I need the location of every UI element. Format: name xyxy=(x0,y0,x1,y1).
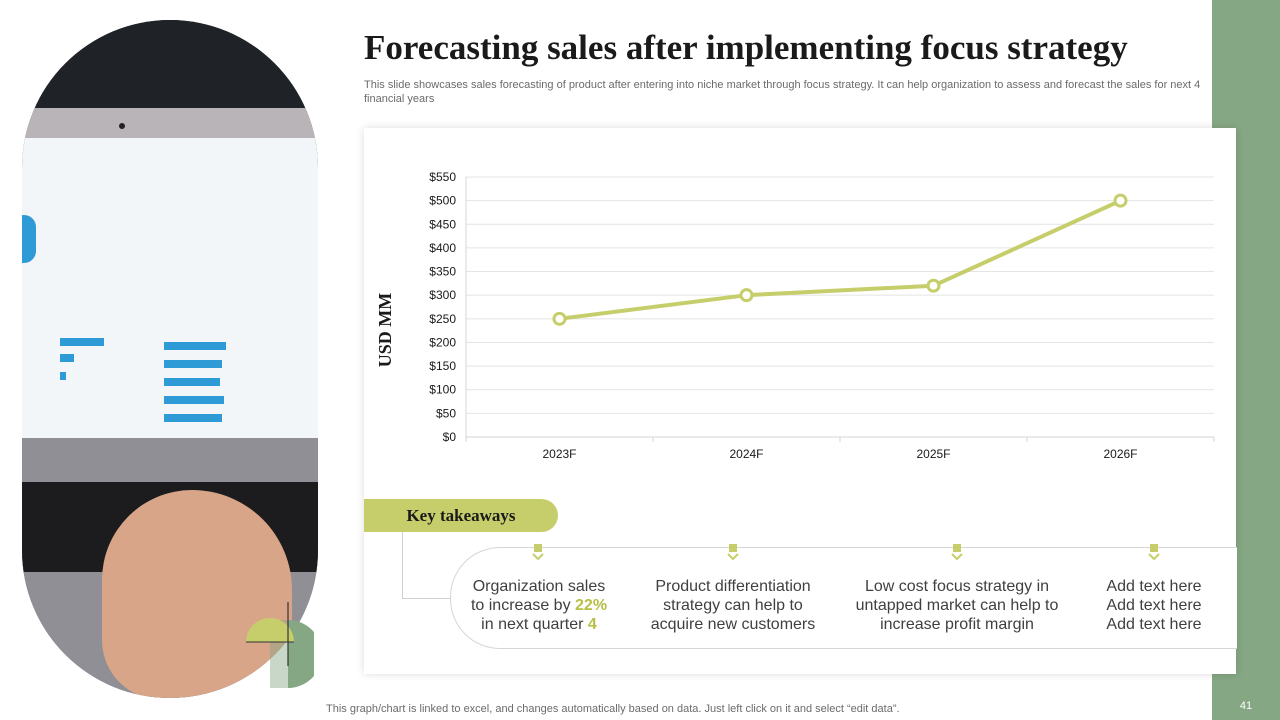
y-axis-title: USD MM xyxy=(375,292,395,368)
takeaway-item: Product differentiation strategy can hel… xyxy=(650,578,816,633)
key-takeaways-heading: Key takeaways xyxy=(364,499,558,532)
takeaways-frame xyxy=(450,547,1237,649)
takeaway-item: Organization sales to increase by 22% in… xyxy=(464,577,614,634)
y-tick-label: $50 xyxy=(436,406,456,420)
y-tick-label: $400 xyxy=(429,241,456,255)
page-number: 41 xyxy=(1239,700,1253,712)
marker-icon xyxy=(727,544,739,561)
data-point xyxy=(926,278,941,293)
y-tick-label: $550 xyxy=(429,170,456,184)
marker-icon xyxy=(1148,544,1160,561)
laptop-photo xyxy=(22,20,318,698)
y-tick-label: $200 xyxy=(429,335,456,349)
x-tick-label: 2023F xyxy=(542,447,576,461)
takeaway-item: Add text here Add text here Add text her… xyxy=(1106,578,1202,633)
y-tick-label: $250 xyxy=(429,312,456,326)
slide-title: Forecasting sales after implementing foc… xyxy=(364,28,1128,67)
takeaway-text: in next quarter xyxy=(481,616,588,633)
takeaway-text: Organization sales to increase by xyxy=(470,578,606,614)
footnote: This graph/chart is linked to excel, and… xyxy=(326,703,900,715)
y-tick-label: $450 xyxy=(429,217,456,231)
takeaway-highlight: 22% xyxy=(575,597,608,614)
data-point xyxy=(739,288,754,303)
takeaway-highlight: 4 xyxy=(587,616,597,633)
x-tick-label: 2025F xyxy=(916,447,950,461)
marker-icon xyxy=(951,544,963,561)
data-point xyxy=(552,311,567,326)
series-line xyxy=(559,198,1122,321)
data-point xyxy=(1113,193,1128,208)
y-tick-label: $100 xyxy=(429,383,456,397)
marker-icon xyxy=(532,544,544,561)
x-tick-label: 2024F xyxy=(729,447,763,461)
y-tick-label: $500 xyxy=(429,194,456,208)
y-tick-label: $0 xyxy=(443,430,457,444)
y-tick-label: $350 xyxy=(429,265,456,279)
takeaways-connector xyxy=(402,532,451,599)
slide-subtitle: This slide showcases sales forecasting o… xyxy=(364,79,1201,105)
y-tick-label: $150 xyxy=(429,359,456,373)
y-tick-label: $300 xyxy=(429,288,456,302)
brand-logo-icon xyxy=(246,602,314,688)
takeaway-item: Low cost focus strategy in untapped mark… xyxy=(855,578,1059,633)
x-tick-label: 2026F xyxy=(1103,447,1137,461)
